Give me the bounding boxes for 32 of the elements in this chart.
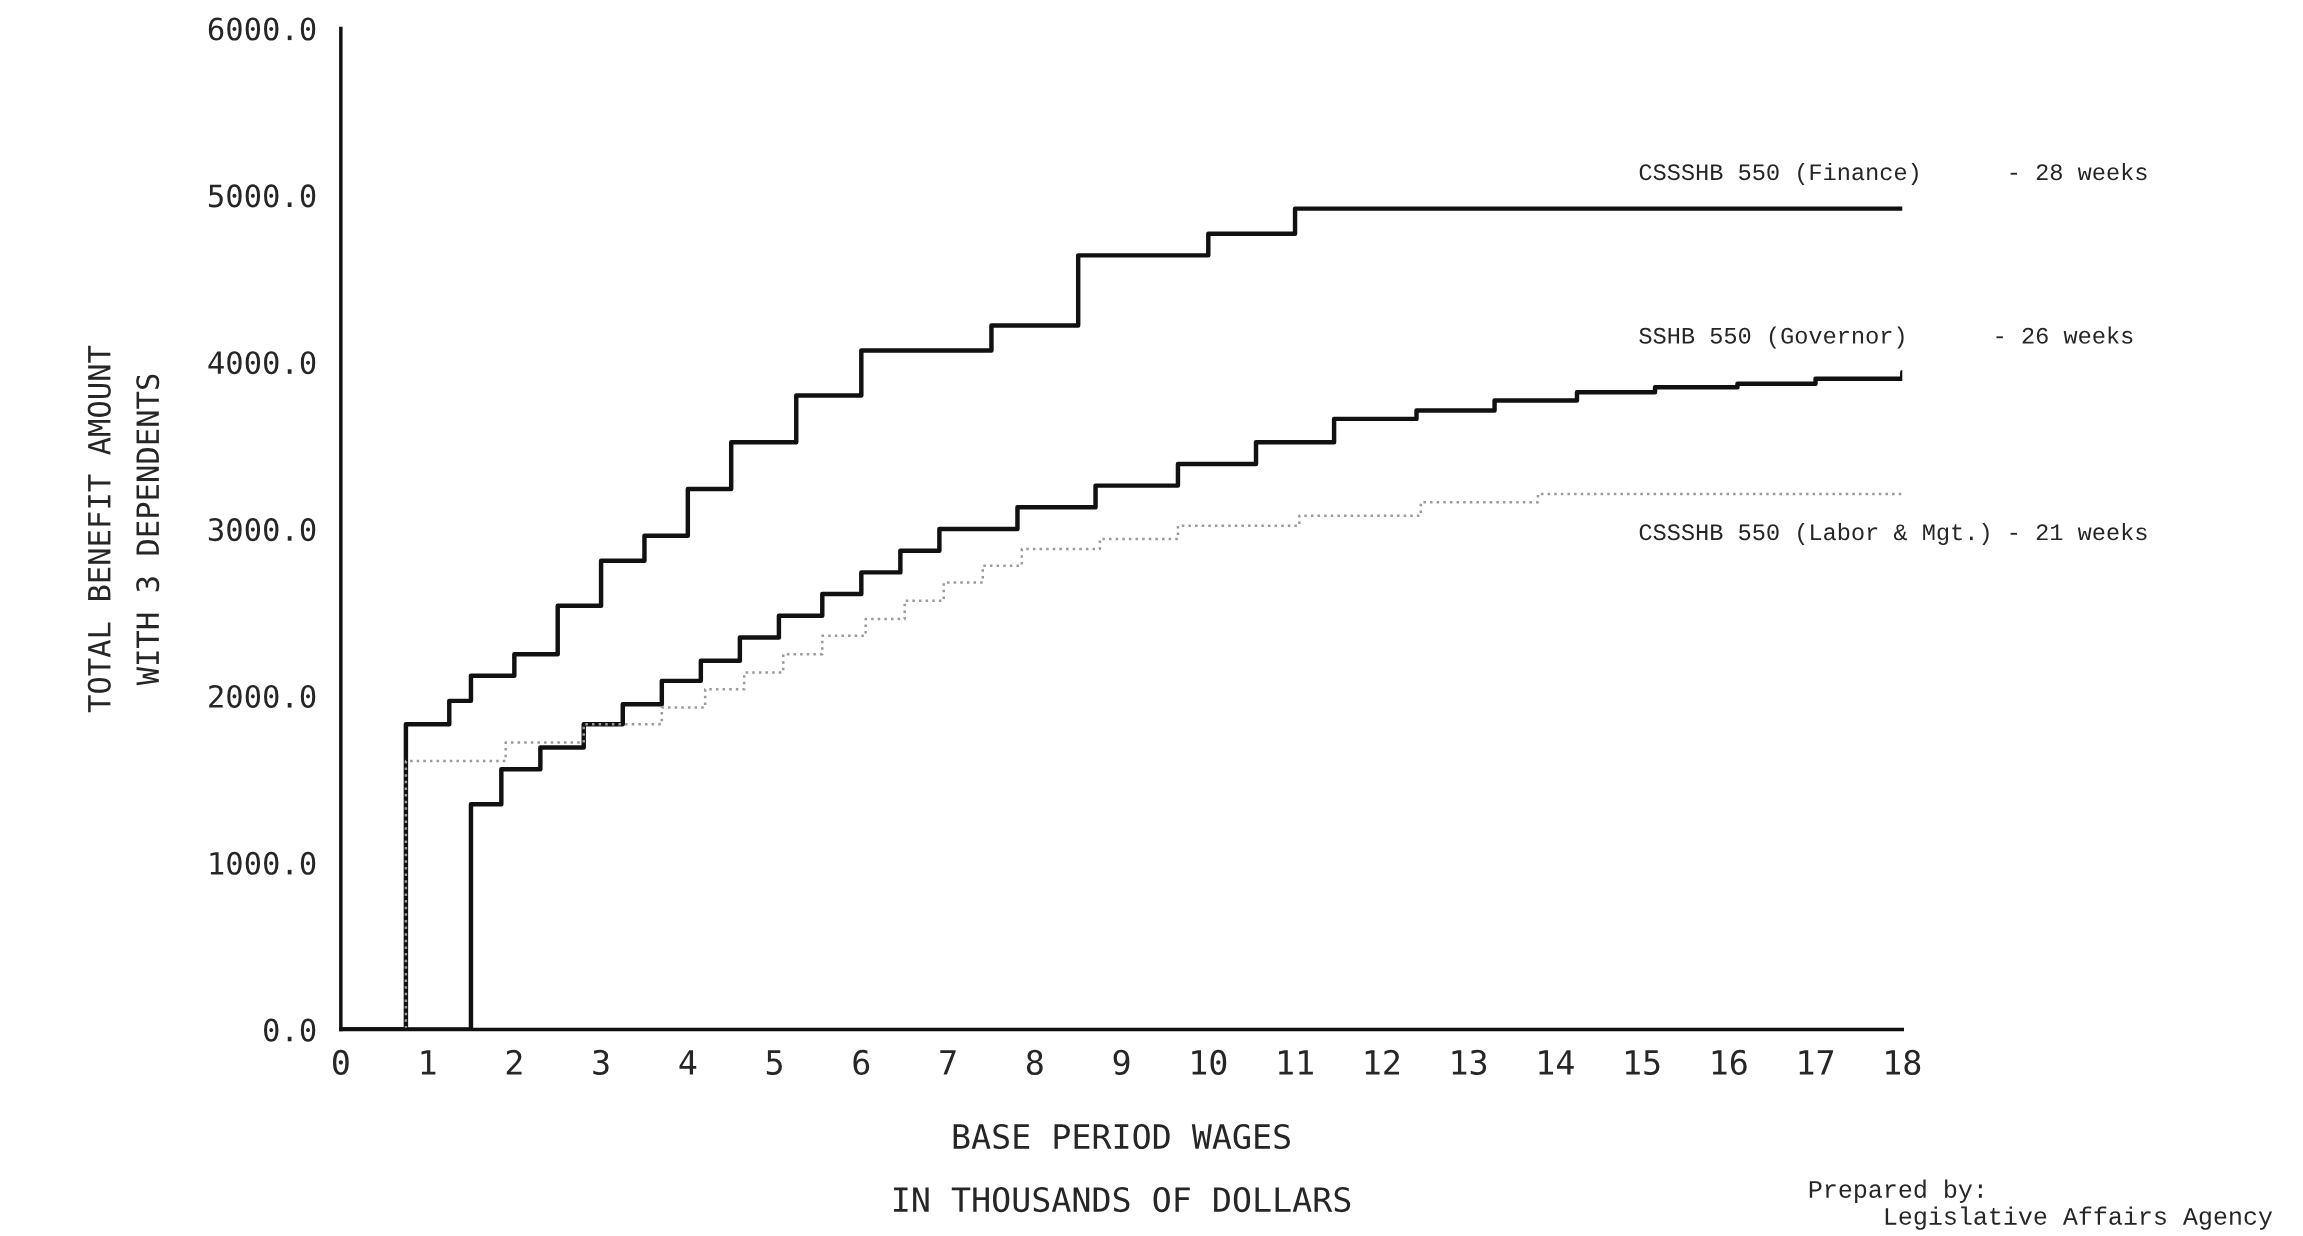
y-tick-label: 6000.0	[208, 17, 316, 41]
x-tick-label: 0	[332, 1049, 349, 1076]
x-tick-label: 18	[1886, 1049, 1921, 1076]
x-tick-label: 14	[1539, 1050, 1574, 1075]
x-tick-label: 3	[593, 1049, 609, 1076]
x-tick-label: 6	[853, 1049, 870, 1076]
y-tick-label: 5000.0	[208, 184, 316, 208]
series-label: CSSSHB 550 (Finance) - 28 weeks	[1639, 162, 2147, 185]
text: Prepared by: Legislative Affairs Agency	[1809, 1179, 2273, 1230]
x-tick-label: 11	[1278, 1050, 1313, 1075]
series-label: SSHB 550 (Governor) - 26 weeks	[1639, 326, 2133, 349]
x-tick-label: 13	[1452, 1049, 1487, 1076]
x-tick-label: 16	[1712, 1049, 1747, 1076]
x-tick-label: 8	[1026, 1049, 1043, 1076]
x-tick-label: 1	[421, 1050, 436, 1075]
y-tick-label: 1000.0	[210, 851, 316, 875]
x-tick-label: 9	[1113, 1049, 1130, 1076]
y-tick-label: 4000.0	[208, 351, 316, 375]
x-tick-label: 7	[940, 1050, 956, 1075]
x-tick-label: 4	[679, 1050, 697, 1075]
x-tick-label: 17	[1799, 1050, 1834, 1075]
x-tick-label: 2	[506, 1049, 522, 1075]
x-tick-label: 12	[1365, 1049, 1400, 1075]
x-tick-label: 15	[1625, 1050, 1660, 1076]
series-label: CSSSHB 550 (Labor & Mgt.) - 21 weeks	[1639, 522, 2147, 545]
x-axis-title: BASE PERIOD WAGES IN THOUSANDS OF DOLLARS	[894, 1123, 1351, 1213]
y-tick-label: 2000.0	[209, 684, 316, 708]
x-tick-label: 5	[766, 1050, 782, 1076]
x-tick-label: 10	[1192, 1049, 1227, 1076]
y-axis-title: TOTAL BENEFIT AMOUNT WITH 3 DEPENDENTS	[87, 345, 160, 713]
y-tick-label: 3000.0	[208, 518, 316, 542]
y-tick-label: 0.0	[264, 1018, 316, 1042]
